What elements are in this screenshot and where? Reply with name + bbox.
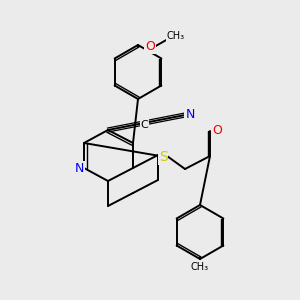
Text: N: N	[74, 161, 84, 175]
Text: S: S	[159, 150, 167, 164]
Text: CH₃: CH₃	[167, 31, 185, 41]
Text: O: O	[145, 40, 155, 52]
Text: C: C	[141, 119, 148, 130]
Text: CH₃: CH₃	[191, 262, 209, 272]
Text: N: N	[185, 107, 195, 121]
Text: O: O	[212, 124, 222, 137]
